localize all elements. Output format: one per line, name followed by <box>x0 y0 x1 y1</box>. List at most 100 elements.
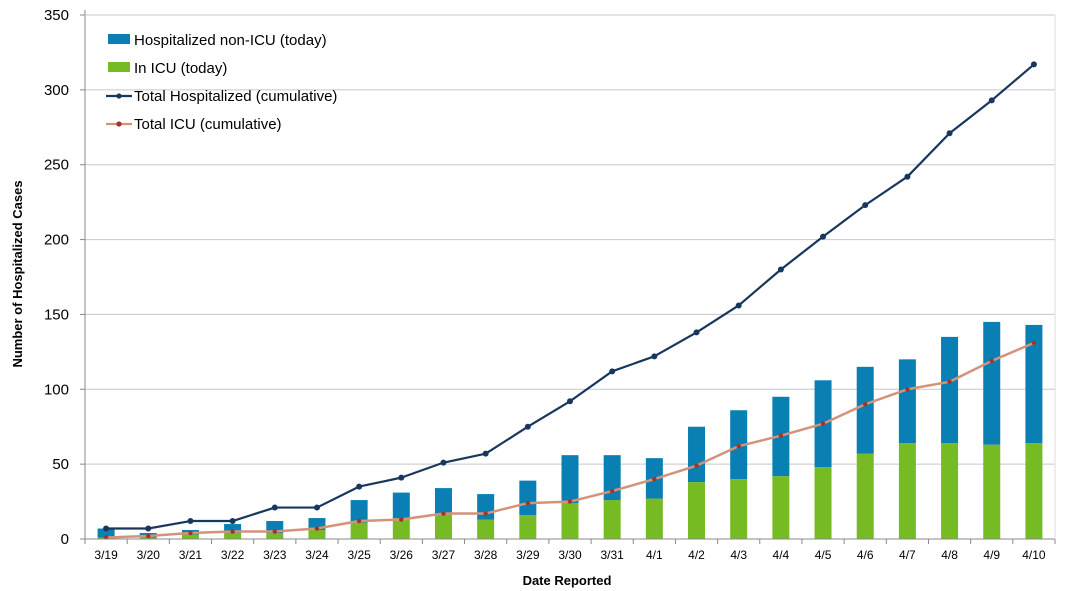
x-tick-label: 3/28 <box>474 548 498 562</box>
legend-icu-label: In ICU (today) <box>134 60 227 77</box>
bar-icu-today <box>266 533 284 539</box>
x-tick-labels: 3/19 3/20 3/21 3/22 3/23 3/24 3/25 3/26 3/27 3/28… <box>94 548 1046 562</box>
x-tick-label: 4/10 <box>1022 548 1046 562</box>
y-tick-label: 350 <box>44 7 69 24</box>
bar-non-icu-today <box>308 518 326 531</box>
x-tick-label: 4/5 <box>815 548 832 562</box>
x-tick-label: 4/3 <box>730 548 747 562</box>
point-total-hospitalized <box>524 423 531 430</box>
point-total-icu <box>399 517 404 522</box>
bar-non-icu-today <box>688 426 706 483</box>
bar-icu-today <box>983 444 1001 539</box>
bar-icu-today <box>688 482 706 539</box>
point-total-hospitalized <box>693 329 700 336</box>
point-total-hospitalized <box>820 233 827 240</box>
x-tick-label: 4/7 <box>899 548 916 562</box>
legend-total-hospitalized-marker <box>116 93 122 99</box>
bar-icu-today <box>561 503 579 539</box>
point-total-icu <box>778 433 784 438</box>
legend-total-icu-marker <box>116 121 122 127</box>
bar-icu-today <box>856 453 874 539</box>
point-total-hospitalized <box>313 504 320 511</box>
point-total-icu <box>736 443 741 449</box>
axes <box>80 10 1056 544</box>
point-total-icu <box>652 476 657 482</box>
bar-icu-today <box>434 513 452 539</box>
point-total-icu <box>947 379 952 384</box>
point-total-hospitalized <box>482 450 489 457</box>
x-tick-label: 4/9 <box>983 548 1000 562</box>
legend-non-icu-label: Hospitalized non-ICU (today) <box>134 32 327 49</box>
bar-non-icu-today <box>392 492 410 519</box>
x-tick-label: 3/21 <box>179 548 203 562</box>
bar-non-icu-today <box>97 528 115 538</box>
x-axis-title: Date Reported <box>523 573 612 588</box>
point-total-icu <box>314 526 320 531</box>
point-total-icu <box>230 529 235 534</box>
point-total-icu <box>905 387 910 392</box>
legend: Hospitalized non-ICU (today) In ICU (toda… <box>106 32 337 133</box>
x-tick-label: 3/30 <box>558 548 582 562</box>
y-tick-label: 200 <box>44 232 69 249</box>
y-tick-label: 0 <box>61 531 69 548</box>
x-tick-label: 4/1 <box>646 548 663 562</box>
bar-icu-today <box>519 515 537 539</box>
x-tick-label: 3/25 <box>347 548 371 562</box>
legend-total-icu-label: Total ICU (cumulative) <box>134 116 282 133</box>
legend-icu-swatch <box>108 62 130 72</box>
point-total-hospitalized <box>1030 61 1037 68</box>
y-axis-title: Number of Hospitalized Cases <box>10 180 25 367</box>
bars <box>97 321 1043 539</box>
legend-non-icu-swatch <box>108 34 130 44</box>
bar-icu-today <box>814 467 832 539</box>
bar-icu-today <box>181 534 199 539</box>
point-total-hospitalized <box>946 130 953 137</box>
point-total-hospitalized <box>271 504 278 511</box>
point-total-hospitalized <box>862 202 869 209</box>
bar-non-icu-today <box>856 366 874 454</box>
x-tick-label: 3/26 <box>390 548 414 562</box>
point-total-hospitalized <box>440 459 447 466</box>
bar-non-icu-today <box>1025 324 1043 444</box>
point-total-icu <box>609 488 615 494</box>
point-total-icu <box>272 529 277 534</box>
point-total-icu <box>567 499 573 504</box>
point-total-icu <box>820 421 826 426</box>
x-tick-label: 3/19 <box>94 548 118 562</box>
bar-icu-today <box>139 537 157 539</box>
point-total-hospitalized <box>398 474 405 481</box>
legend-total-hospitalized-label: Total Hospitalized (cumulative) <box>134 88 337 105</box>
bar-icu-today <box>603 500 621 539</box>
point-total-icu <box>441 511 446 516</box>
y-tick-labels: 0 50 100 150 200 250 300 350 <box>44 7 69 548</box>
y-tick-label: 250 <box>44 157 69 174</box>
bar-non-icu-today <box>350 500 368 523</box>
y-tick-label: 100 <box>44 381 69 398</box>
point-total-hospitalized <box>356 483 363 490</box>
bar-icu-today <box>392 518 410 539</box>
x-tick-label: 3/22 <box>221 548 245 562</box>
point-total-hospitalized <box>145 525 152 532</box>
x-tick-label: 3/31 <box>600 548 624 562</box>
x-tick-label: 3/24 <box>305 548 329 562</box>
bar-icu-today <box>730 479 748 539</box>
point-total-hospitalized <box>651 353 658 360</box>
point-total-icu <box>989 358 994 364</box>
point-total-hospitalized <box>567 398 573 405</box>
x-tick-label: 3/27 <box>432 548 456 562</box>
bar-icu-today <box>772 476 790 539</box>
point-total-icu <box>146 533 151 539</box>
point-total-hospitalized <box>777 266 784 273</box>
bar-icu-today <box>308 530 326 539</box>
y-tick-label: 50 <box>52 456 69 473</box>
point-total-icu <box>525 500 531 506</box>
x-tick-label: 4/2 <box>688 548 705 562</box>
bar-icu-today <box>645 498 663 539</box>
bar-non-icu-today <box>941 336 959 444</box>
bar-icu-today <box>898 443 916 539</box>
point-total-hospitalized <box>187 518 194 525</box>
point-total-hospitalized <box>988 97 995 104</box>
bar-non-icu-today <box>224 524 242 534</box>
point-total-hospitalized <box>904 173 911 180</box>
